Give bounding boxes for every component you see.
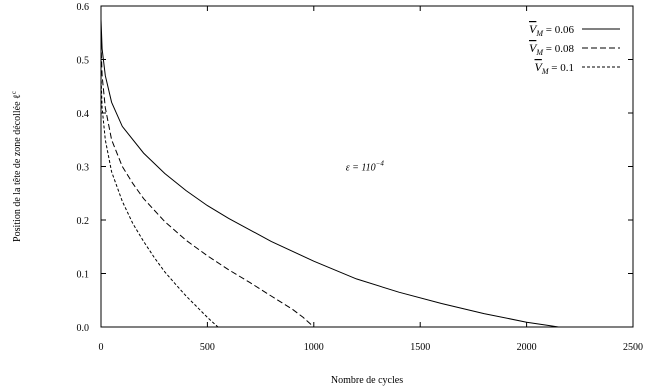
x-axis-label: Nombre de cycles bbox=[331, 375, 403, 386]
x-tick-label: 0 bbox=[99, 342, 104, 353]
y-axis-label-text: Position de la tête de zone décollée ℓ bbox=[12, 94, 23, 242]
legend-entry-3: VM = 0.1 bbox=[535, 60, 620, 76]
series-group bbox=[100, 19, 559, 328]
y-axis-label: Position de la tête de zone décollée ℓc bbox=[10, 91, 23, 242]
y-axis-label-superscript: c bbox=[10, 91, 18, 94]
y-tick-label: 0.0 bbox=[77, 323, 90, 334]
y-tick-label: 0.2 bbox=[77, 216, 90, 227]
series-line-3 bbox=[100, 75, 219, 328]
x-tick-label: 500 bbox=[200, 342, 215, 353]
axis-ticks: 0 500 1000 1500 2000 2500 0.0 0.1 0.2 0.3 0.4 0.5 0.… bbox=[77, 2, 644, 353]
annotation-text: ε = 110 bbox=[346, 163, 376, 174]
legend-entry-1: VM = 0.06 bbox=[529, 22, 620, 38]
series-line-2 bbox=[100, 43, 315, 328]
x-tick-label: 1000 bbox=[304, 342, 324, 353]
legend-label: VM = 0.1 bbox=[535, 60, 574, 76]
y-tick-label: 0.1 bbox=[77, 270, 90, 281]
legend-entry-2: VM = 0.08 bbox=[529, 41, 620, 57]
y-tick-label: 0.6 bbox=[77, 2, 90, 13]
legend: VM = 0.06 VM = 0.08 VM = 0.1 bbox=[529, 22, 620, 76]
x-tick-label: 1500 bbox=[410, 342, 430, 353]
x-tick-label: 2500 bbox=[623, 342, 643, 353]
epsilon-annotation: ε = 110−4 bbox=[346, 160, 385, 174]
y-tick-label: 0.3 bbox=[77, 163, 90, 174]
y-tick-label: 0.5 bbox=[77, 56, 90, 67]
legend-label: VM = 0.06 bbox=[529, 22, 574, 38]
series-line-1 bbox=[100, 19, 559, 328]
annotation-exponent: −4 bbox=[376, 160, 385, 168]
x-tick-label: 2000 bbox=[517, 342, 537, 353]
legend-label: VM = 0.08 bbox=[529, 41, 574, 57]
y-tick-label: 0.4 bbox=[77, 109, 90, 120]
